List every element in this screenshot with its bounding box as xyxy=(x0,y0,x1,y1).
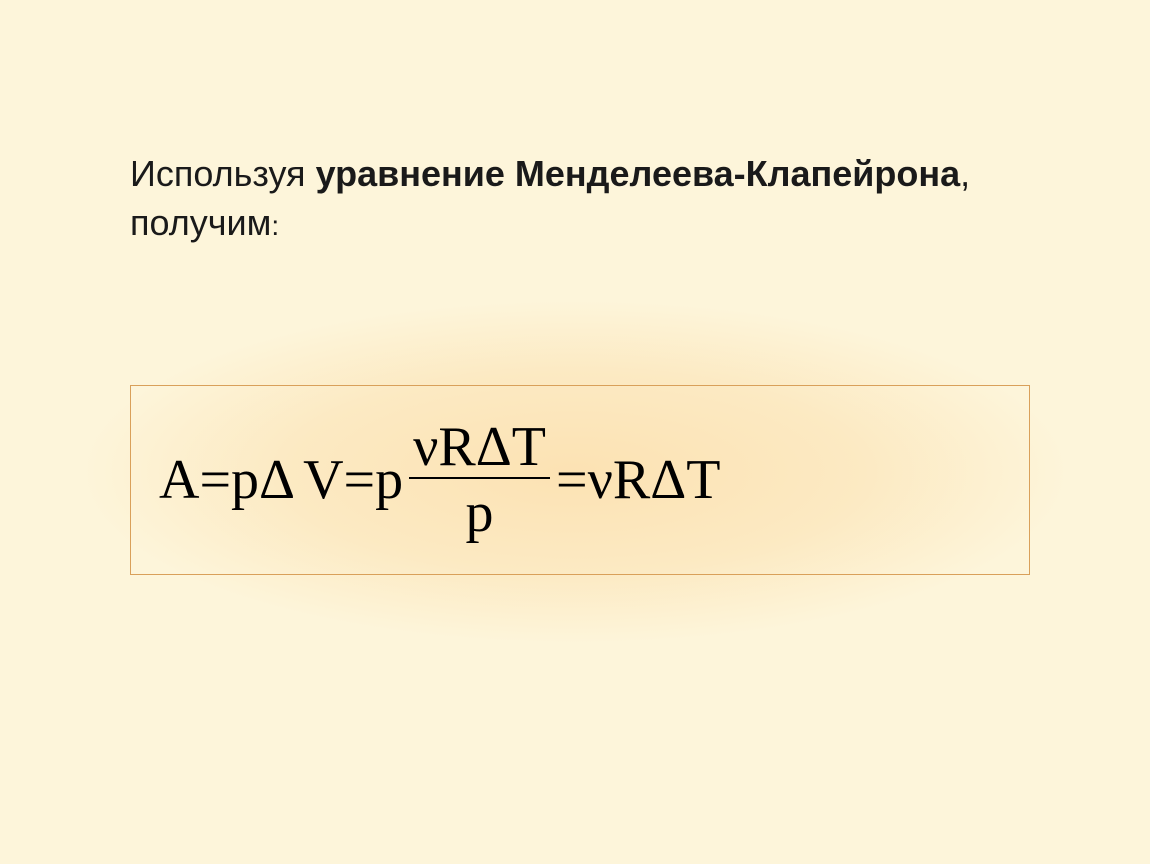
eq-equals-3: = xyxy=(556,448,588,512)
equation-box: A = pΔ V = p νRΔT p = νRΔT xyxy=(130,385,1030,575)
eq-fraction: νRΔT p xyxy=(409,419,550,541)
eq-fraction-numer: νRΔT xyxy=(409,419,550,477)
eq-term1a: pΔ xyxy=(231,448,295,512)
eq-term3: νRΔT xyxy=(588,448,721,512)
eq-fraction-denom: p xyxy=(462,479,498,541)
intro-text: Используя уравнение Менделеева-Клапейрон… xyxy=(130,150,1030,247)
equation: A = pΔ V = p νRΔT p = νRΔT xyxy=(159,419,720,541)
text-colon: : xyxy=(271,210,279,241)
eq-lhs: A xyxy=(159,448,199,512)
eq-equals-2: = xyxy=(344,448,376,512)
eq-term2-coef: p xyxy=(375,448,403,512)
eq-equals-1: = xyxy=(199,448,231,512)
text-part1: Используя xyxy=(130,153,316,194)
text-part2-bold: уравнение Менделеева-Клапейрона xyxy=(316,153,961,194)
eq-term1b: V xyxy=(303,448,343,512)
